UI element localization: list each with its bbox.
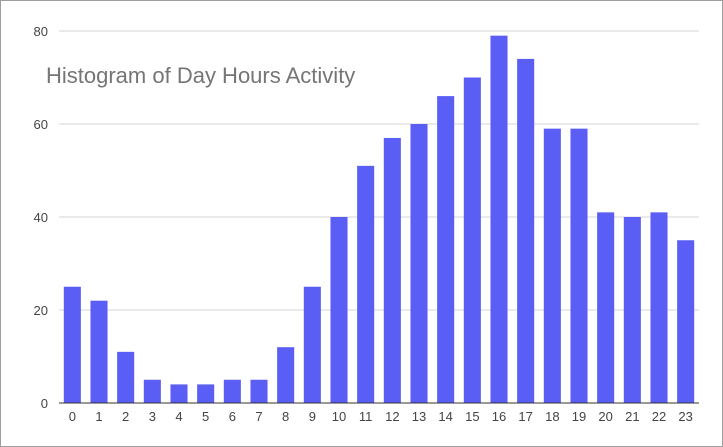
- x-tick-label: 23: [678, 409, 692, 424]
- y-tick-label: 0: [41, 396, 48, 411]
- grid-lines: [59, 30, 699, 311]
- bar-hour-23: [677, 240, 695, 403]
- bar-hour-2: [117, 351, 135, 403]
- bar-hour-18: [543, 128, 561, 403]
- x-tick-label: 17: [518, 409, 532, 424]
- bar-hour-3: [143, 379, 161, 403]
- y-axis-ticks: 0 20 40 60 80: [34, 24, 48, 411]
- x-tick-label: 21: [625, 409, 639, 424]
- bar-hour-21: [623, 217, 641, 403]
- x-tick-label: 14: [438, 409, 452, 424]
- x-tick-label: 9: [309, 409, 316, 424]
- bar-hour-4: [170, 384, 188, 403]
- x-tick-label: 16: [492, 409, 506, 424]
- x-tick-label: 8: [282, 409, 289, 424]
- bar-hour-10: [330, 217, 348, 403]
- bar-hour-19: [570, 128, 588, 403]
- bar-hour-15: [463, 77, 481, 403]
- bar-hour-0: [63, 286, 81, 403]
- bar-hour-14: [437, 96, 455, 403]
- x-tick-label: 6: [229, 409, 236, 424]
- y-tick-label: 20: [34, 303, 48, 318]
- x-tick-label: 19: [572, 409, 586, 424]
- bar-hour-5: [197, 384, 215, 403]
- bar-hour-20: [597, 212, 615, 403]
- x-tick-label: 13: [412, 409, 426, 424]
- x-tick-label: 7: [255, 409, 262, 424]
- bar-hour-13: [410, 124, 428, 403]
- x-tick-label: 12: [385, 409, 399, 424]
- x-tick-label: 4: [175, 409, 182, 424]
- bar-hour-8: [277, 347, 295, 403]
- chart-title: Histogram of Day Hours Activity: [46, 63, 355, 88]
- bar-hour-6: [223, 379, 241, 403]
- bar-hour-11: [357, 165, 375, 403]
- bar-hour-9: [303, 286, 321, 403]
- y-tick-label: 40: [34, 210, 48, 225]
- bar-hour-1: [90, 300, 108, 403]
- x-tick-label: 20: [598, 409, 612, 424]
- x-tick-label: 11: [359, 409, 373, 424]
- bar-series: [63, 35, 695, 404]
- bar-hour-16: [490, 35, 508, 404]
- bar-hour-17: [517, 58, 535, 404]
- bar-hour-22: [650, 212, 668, 403]
- x-tick-label: 1: [95, 409, 102, 424]
- x-tick-label: 0: [69, 409, 76, 424]
- x-tick-label: 5: [202, 409, 209, 424]
- bar-hour-7: [250, 379, 268, 403]
- x-tick-label: 10: [332, 409, 346, 424]
- x-tick-label: 15: [465, 409, 479, 424]
- x-tick-label: 3: [149, 409, 156, 424]
- bar-hour-12: [383, 137, 401, 403]
- x-axis-ticks: 0 1 2 3 4 5 6 7 8 9 10 11 12 13 14 15 16 17 18 19 20 21 22 23: [69, 409, 693, 424]
- y-tick-label: 60: [34, 117, 48, 132]
- x-tick-label: 18: [545, 409, 559, 424]
- x-tick-label: 2: [122, 409, 129, 424]
- x-tick-label: 22: [652, 409, 666, 424]
- y-tick-label: 80: [34, 24, 48, 39]
